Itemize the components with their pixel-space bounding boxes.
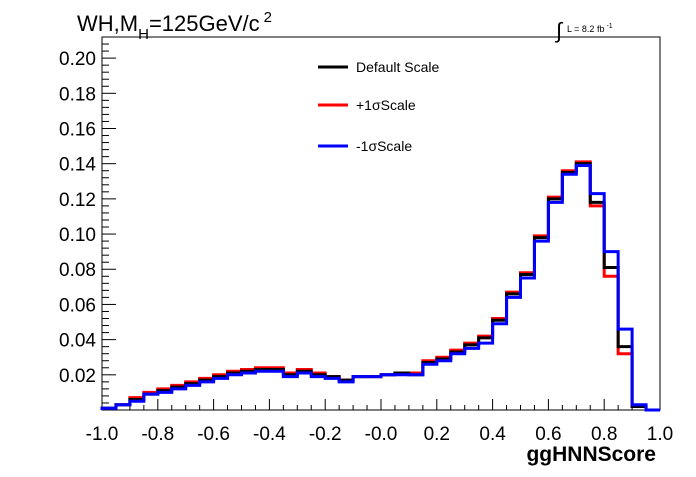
y-tick-label: 0.20: [59, 49, 96, 70]
series-minus-one-sigma: [100, 163, 660, 412]
y-tick-label: 0.06: [59, 295, 96, 316]
y-tick-label: 0.04: [59, 331, 96, 352]
series-layer: [100, 160, 660, 412]
x-tick-label: -0.4: [253, 424, 286, 445]
x-tick-label: 0.4: [479, 424, 506, 445]
plot-frame: [101, 36, 661, 411]
luminosity-label: L = 8.2 fb -1: [567, 23, 613, 34]
x-tick-label: -0.6: [197, 424, 230, 445]
series-plus-one-sigma: [100, 160, 660, 412]
x-tick-label: 0.8: [591, 424, 617, 445]
x-tick-label: 1.0: [647, 424, 673, 445]
y-tick-label: 0.08: [59, 260, 96, 281]
legend-label-plus-one-sigma: +1σScale: [356, 97, 416, 113]
y-tick-label: 0.10: [59, 225, 96, 246]
x-tick-label: -0.0: [365, 424, 398, 445]
integral-symbol: ∫: [554, 18, 564, 43]
chart-title: WH,MH=125GeV/c 2: [77, 9, 272, 43]
y-tick-label: 0.16: [59, 119, 96, 140]
x-axis-label: ggHNNScore: [526, 443, 656, 466]
x-axis: -1.0 -0.8 -0.6 -0.4 -0.2 -0.0 0.2 0.4 0.6 0.8 1.0: [86, 399, 673, 445]
y-axis: 0.02 0.04 0.06 0.08 0.10 0.12 0.14 0.16 0.18 0.20: [59, 43, 116, 404]
x-tick-label: 0.6: [535, 424, 561, 445]
y-tick-label: 0.02: [59, 366, 96, 387]
y-tick-label: 0.18: [59, 84, 96, 105]
legend: Default Scale +1σScale -1σScale: [318, 59, 439, 154]
legend-label-minus-one-sigma: -1σScale: [356, 138, 412, 154]
y-tick-label: 0.14: [59, 155, 96, 176]
x-tick-label: -1.0: [86, 424, 119, 445]
x-tick-label: -0.8: [141, 424, 174, 445]
x-tick-label: 0.2: [424, 424, 450, 445]
series-default-scale: [100, 162, 660, 412]
y-tick-label: 0.12: [59, 190, 96, 211]
x-tick-label: -0.2: [309, 424, 342, 445]
legend-label-default-scale: Default Scale: [356, 59, 439, 75]
